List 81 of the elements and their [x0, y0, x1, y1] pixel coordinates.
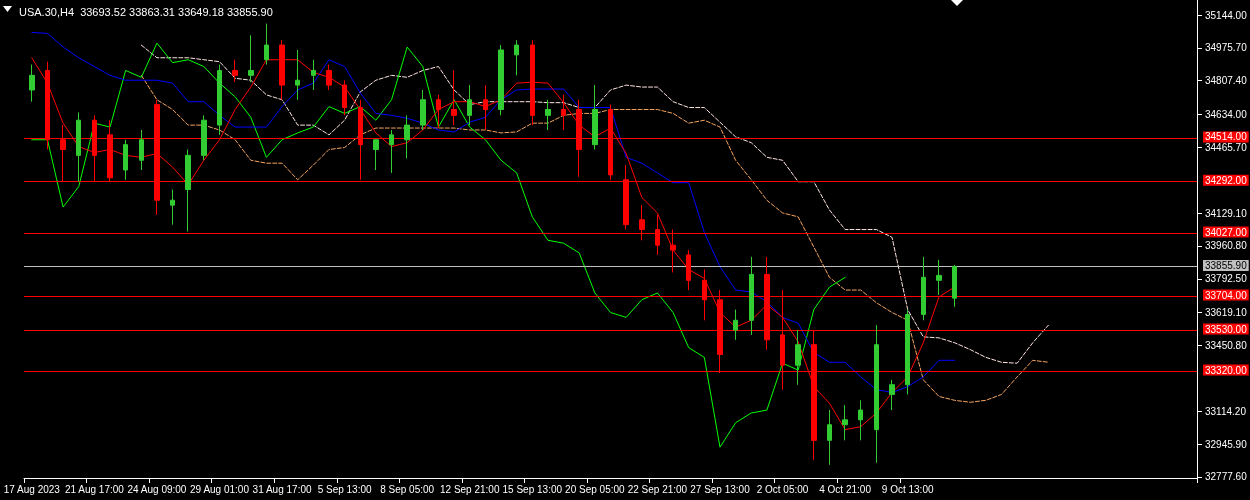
- candlestick: [545, 99, 551, 131]
- y-tick-label: 32945.90: [1205, 438, 1248, 450]
- x-tick-label: 8 Sep 05:00: [380, 483, 435, 495]
- candlestick: [420, 89, 426, 131]
- candlestick: [264, 23, 269, 66]
- candlestick: [342, 79, 347, 116]
- candlestick: [858, 399, 863, 441]
- x-tick-label: 12 Sep 21:00: [439, 483, 500, 495]
- candlestick: [185, 149, 191, 232]
- y-tick-label: 32777.60: [1205, 471, 1248, 483]
- ref-line-label: 34027.00: [1205, 226, 1248, 238]
- candlestick: [76, 111, 81, 183]
- candlestick: [842, 404, 848, 441]
- candlestick: [29, 64, 35, 103]
- ref-line-label: 33704.00: [1205, 289, 1248, 301]
- candlestick: [311, 59, 316, 91]
- candlestick: [201, 114, 207, 161]
- candlestick: [889, 379, 895, 411]
- candlestick: [749, 256, 754, 336]
- x-tick-label: 2 Oct 05:00: [756, 483, 809, 495]
- y-tick-label: 33619.10: [1205, 307, 1248, 319]
- x-tick-label: 9 Oct 13:00: [881, 483, 934, 495]
- candlestick: [952, 264, 957, 308]
- y-tick-label: 34129.10: [1205, 207, 1248, 219]
- x-tick-label: 20 Sep 05:00: [565, 483, 626, 495]
- candlestick: [170, 189, 175, 226]
- y-tick-label: 35144.00: [1205, 9, 1248, 21]
- line-series: [140, 44, 1049, 364]
- ref-line-label: 33855.90: [1205, 259, 1248, 271]
- candlestick: [733, 309, 738, 341]
- y-tick-label: 34634.00: [1205, 109, 1248, 121]
- candlestick: [905, 309, 910, 395]
- candlestick: [326, 64, 332, 91]
- candlestick: [795, 329, 801, 386]
- candlestick: [498, 44, 504, 116]
- x-tick-label: 22 Sep 21:00: [627, 483, 688, 495]
- candlestick: [295, 49, 300, 101]
- candlestick: [936, 259, 942, 296]
- candlestick: [874, 324, 879, 464]
- x-tick-label: 29 Aug 01:00: [190, 483, 250, 495]
- x-tick-label: 4 Oct 21:00: [819, 483, 872, 495]
- y-tick-label: 33960.80: [1205, 240, 1248, 252]
- candlestick: [123, 139, 128, 181]
- y-tick-label: 34807.40: [1205, 75, 1248, 87]
- text: USA.30,H4 33693.52 33863.31 33649.18 33855.90: [19, 5, 273, 18]
- line-series: [31, 31, 956, 394]
- x-tick-label: 21 Aug 17:00: [64, 483, 125, 495]
- y-tick-label: 33450.80: [1205, 340, 1248, 352]
- candlestick: [217, 64, 222, 136]
- y-tick-label: 34465.70: [1205, 141, 1248, 153]
- line-series: [31, 42, 846, 448]
- candlestick: [139, 129, 144, 171]
- candlestick: [232, 59, 238, 83]
- candlestick: [686, 249, 691, 291]
- candlestick: [514, 39, 519, 76]
- y-tick-label: 33792.50: [1205, 273, 1248, 285]
- y-tick-label: 34975.70: [1205, 42, 1248, 54]
- candlestick: [373, 139, 379, 171]
- x-tick-label: 31 Aug 17:00: [252, 483, 312, 495]
- y-tick-label: 33114.20: [1205, 405, 1247, 417]
- line-series: [140, 74, 1049, 403]
- ref-line-label: 34514.00: [1205, 131, 1248, 143]
- candlestick: [483, 84, 488, 131]
- candlestick: [592, 84, 598, 151]
- x-tick-label: 24 Aug 09:00: [127, 483, 187, 495]
- ref-line-label: 33320.00: [1205, 364, 1248, 376]
- x-tick-label: 5 Sep 13:00: [317, 483, 373, 495]
- candlestick: [827, 409, 832, 466]
- candlestick: [561, 94, 566, 131]
- ref-line-label: 33530.00: [1205, 323, 1248, 335]
- candlestick: [921, 256, 926, 321]
- x-tick-label: 15 Sep 13:00: [502, 483, 563, 495]
- candlestick: [404, 114, 410, 159]
- x-tick-label: 27 Sep 13:00: [690, 483, 751, 495]
- candlestick: [467, 84, 472, 126]
- ref-line-label: 34292.00: [1205, 174, 1248, 186]
- candlestick: [451, 69, 457, 126]
- x-tick-label: 17 Aug 2023: [3, 483, 61, 495]
- candlestick: [436, 94, 441, 129]
- candlestick: [248, 34, 254, 83]
- candlestick: [389, 129, 394, 174]
